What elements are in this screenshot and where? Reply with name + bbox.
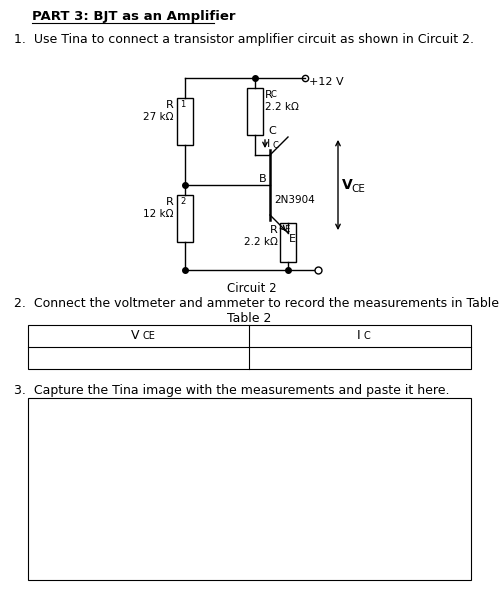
Text: R: R: [166, 197, 174, 207]
Text: E: E: [289, 234, 296, 244]
Text: I: I: [267, 139, 270, 149]
Text: R: R: [166, 100, 174, 110]
Bar: [280, 223, 296, 262]
Bar: [28, 398, 471, 580]
Text: V: V: [342, 178, 353, 192]
Text: 12 kΩ: 12 kΩ: [144, 209, 174, 219]
Text: 2.2 kΩ: 2.2 kΩ: [244, 237, 278, 247]
Text: +12 V: +12 V: [309, 77, 344, 87]
Text: C: C: [268, 126, 276, 136]
Bar: [247, 88, 263, 135]
Text: 2.2 kΩ: 2.2 kΩ: [265, 102, 299, 112]
Text: R: R: [270, 225, 278, 235]
Text: CE: CE: [143, 331, 156, 341]
Bar: [28, 325, 471, 369]
Bar: [177, 98, 193, 145]
Text: PART 3: BJT as an Amplifier: PART 3: BJT as an Amplifier: [32, 10, 236, 23]
Text: 1.  Use Tina to connect a transistor amplifier circuit as shown in Circuit 2.: 1. Use Tina to connect a transistor ampl…: [14, 33, 474, 46]
Text: 2: 2: [180, 197, 185, 206]
Text: 1: 1: [180, 100, 185, 109]
Text: CE: CE: [351, 184, 365, 194]
Text: R: R: [265, 90, 273, 100]
Text: 27 kΩ: 27 kΩ: [144, 112, 174, 122]
Text: 2.  Connect the voltmeter and ammeter to record the measurements in Table 2.: 2. Connect the voltmeter and ammeter to …: [14, 297, 499, 310]
Text: Table 2: Table 2: [227, 312, 271, 325]
Text: 2N3904: 2N3904: [274, 195, 315, 205]
Text: V: V: [131, 329, 139, 342]
Text: C: C: [271, 90, 277, 99]
Text: E: E: [284, 225, 289, 234]
Text: 3.  Capture the Tina image with the measurements and paste it here.: 3. Capture the Tina image with the measu…: [14, 384, 450, 397]
Text: Circuit 2: Circuit 2: [227, 282, 276, 295]
Bar: [177, 195, 193, 242]
Text: I: I: [356, 329, 360, 342]
Text: C: C: [363, 331, 370, 341]
Text: C: C: [273, 141, 279, 150]
Text: B: B: [259, 174, 267, 184]
